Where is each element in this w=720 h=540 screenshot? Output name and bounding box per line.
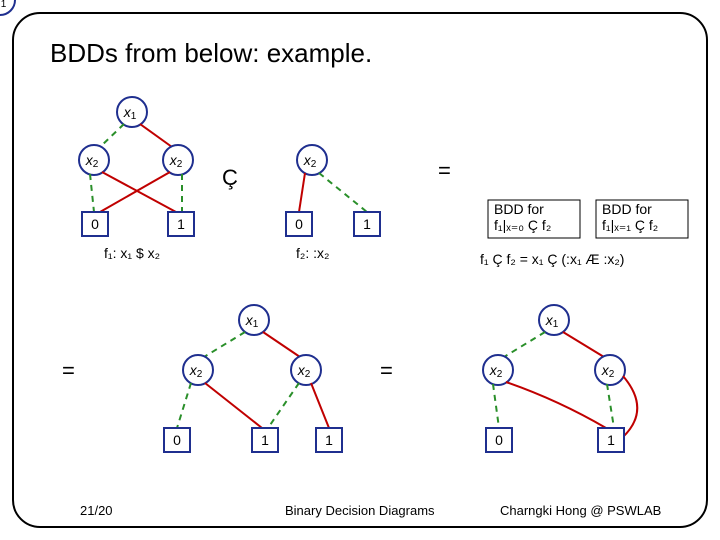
svg-text:1: 1 <box>363 216 371 232</box>
svg-text:f₁|ₓ₌₀ Ç f₂: f₁|ₓ₌₀ Ç f₂ <box>494 217 551 233</box>
svg-text:0: 0 <box>91 216 99 232</box>
svg-text:1: 1 <box>325 432 333 448</box>
svg-text:Ç: Ç <box>222 165 238 190</box>
svg-text:=: = <box>380 358 393 383</box>
footer-center: Binary Decision Diagrams <box>285 503 435 518</box>
svg-text:1: 1 <box>261 432 269 448</box>
svg-text:0: 0 <box>495 432 503 448</box>
svg-text:BDD for: BDD for <box>602 201 652 217</box>
svg-text:=: = <box>438 158 451 183</box>
svg-text:0: 0 <box>173 432 181 448</box>
svg-text:BDD for: BDD for <box>494 201 544 217</box>
svg-text:=: = <box>62 358 75 383</box>
footer-right: Charngki Hong @ PSWLAB <box>500 503 661 518</box>
svg-text:f₁|ₓ₌₁ Ç f₂: f₁|ₓ₌₁ Ç f₂ <box>602 217 658 233</box>
svg-text:0: 0 <box>295 216 303 232</box>
svg-text:1: 1 <box>177 216 185 232</box>
svg-text:1: 1 <box>607 432 615 448</box>
svg-text:f₂: :x₂: f₂: :x₂ <box>296 245 329 261</box>
footer-page: 21/20 <box>80 503 113 518</box>
svg-text:f₁: x₁ $ x₂: f₁: x₁ $ x₂ <box>104 245 160 261</box>
diagram-svg: x1x2x201Çx201=x1BDD forf₁|ₓ₌₀ Ç f₂BDD fo… <box>0 0 720 540</box>
svg-text:f₁ Ç f₂ = x₁ Ç (:x₁ Æ :x₂): f₁ Ç f₂ = x₁ Ç (:x₁ Æ :x₂) <box>480 251 624 267</box>
svg-text:x1: x1 <box>0 0 7 10</box>
